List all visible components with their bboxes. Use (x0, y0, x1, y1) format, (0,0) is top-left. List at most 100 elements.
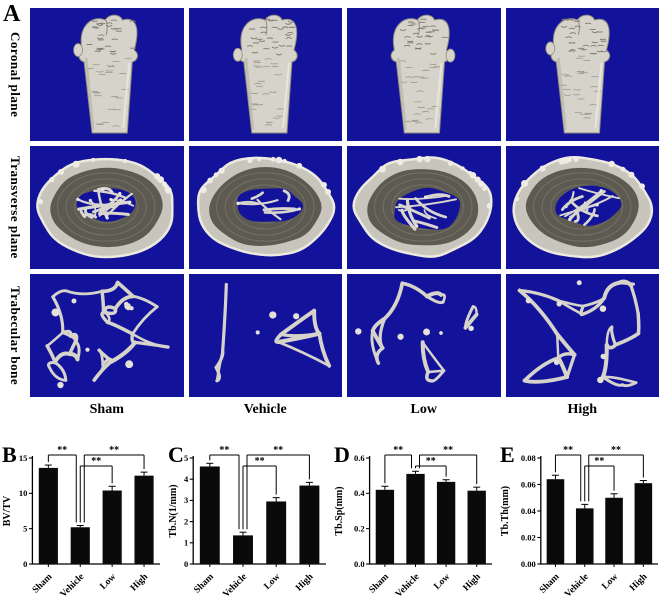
svg-text:0.00: 0.00 (521, 559, 536, 569)
bar-chart-tb-sp: 0.0 0.2 0.4 0.6 Sham Vehicle Low High ** ** ** Tb.S… (334, 445, 492, 600)
microct-vehicle-trabecular (188, 274, 342, 397)
svg-text:Sham: Sham (31, 572, 55, 596)
svg-text:**: ** (91, 456, 101, 467)
svg-text:**: ** (393, 445, 403, 456)
svg-text:**: ** (57, 445, 67, 456)
group-label-sham: Sham (89, 402, 124, 417)
panel-a-microct: A Coronal plane Transverse plane (0, 1, 664, 426)
svg-text:Vehicle: Vehicle (221, 572, 249, 600)
svg-text:1: 1 (184, 538, 188, 548)
trabecular-bone-row: Trabecular bone (0, 274, 664, 397)
panel-a-label: A (3, 1, 21, 27)
svg-text:**: ** (255, 456, 265, 467)
svg-text:**: ** (594, 456, 604, 467)
svg-text:Sham: Sham (368, 572, 392, 596)
svg-text:0.04: 0.04 (521, 506, 537, 516)
svg-text:0.06: 0.06 (521, 479, 536, 489)
row-label-coronal-plane: Coronal plane (8, 31, 23, 118)
bone-render-low-trabecular (355, 281, 479, 383)
svg-text:10: 10 (19, 488, 28, 498)
microct-high-trabecular (505, 274, 659, 397)
microct-high-coronal (505, 8, 659, 141)
panel-e-label: E (500, 442, 515, 467)
row-label-trabecular-bone: Trabecular bone (8, 285, 23, 386)
panel-d-chart-block: D 0.0 0.2 0.4 0.6 Sham Vehicle Low High ** ** ** Tb… (332, 440, 498, 604)
svg-text:0: 0 (184, 559, 188, 569)
svg-text:Low: Low (263, 572, 283, 592)
svg-text:Sham: Sham (192, 572, 216, 596)
bar-chart-tb-th: 0.00 0.02 0.04 0.06 0.08 Sham Vehicle Low High **… (500, 445, 658, 600)
bone-render-vehicle-transverse (196, 156, 335, 257)
svg-text:**: ** (563, 445, 573, 456)
svg-text:5: 5 (184, 453, 188, 463)
svg-text:3: 3 (184, 495, 188, 505)
svg-text:High: High (462, 572, 484, 594)
row-label-transverse-plane: Transverse plane (8, 156, 23, 259)
microct-sham-transverse (30, 146, 184, 269)
svg-text:Low: Low (99, 572, 119, 592)
bone-render-high-coronal (544, 14, 610, 134)
svg-text:BV/TV: BV/TV (2, 495, 13, 526)
panel-b-chart-block: B 0 5 10 15 Sham Vehicle Low High ** ** ** BV/TV (0, 440, 166, 604)
microct-high-transverse (505, 146, 659, 269)
svg-text:5: 5 (23, 523, 27, 533)
svg-text:Tb.Sp(mm): Tb.Sp(mm) (334, 486, 345, 535)
trabecular-row-label-col: Trabecular bone (0, 274, 30, 397)
charts-row: B 0 5 10 15 Sham Vehicle Low High ** ** ** BV/TV C … (0, 440, 664, 604)
bone-render-high-trabecular (517, 279, 640, 388)
bone-render-high-transverse (511, 155, 653, 259)
svg-text:High: High (129, 572, 151, 594)
panel-c-label: C (168, 442, 184, 467)
svg-text:Tb.Th(mm): Tb.Th(mm) (500, 486, 511, 536)
bone-render-sham-trabecular (45, 280, 170, 389)
bone-render-vehicle-trabecular (213, 282, 331, 383)
group-label-vehicle: Vehicle (243, 402, 287, 417)
bone-render-sham-transverse (36, 157, 174, 259)
svg-text:0.02: 0.02 (521, 532, 536, 542)
svg-text:0.2: 0.2 (354, 523, 365, 533)
svg-text:2: 2 (184, 516, 188, 526)
svg-text:4: 4 (184, 474, 189, 484)
svg-text:15: 15 (19, 453, 28, 463)
group-label-low: Low (410, 402, 437, 417)
bone-render-low-coronal (390, 14, 456, 134)
group-label-high: High (567, 402, 598, 417)
microct-vehicle-transverse (188, 146, 342, 269)
bone-render-sham-coronal (73, 14, 138, 134)
svg-text:Vehicle: Vehicle (563, 572, 591, 600)
svg-text:**: ** (443, 445, 453, 456)
microct-sham-trabecular (30, 274, 184, 397)
svg-text:Sham: Sham (538, 572, 562, 596)
transverse-row-label-col: Transverse plane (0, 146, 30, 269)
microct-low-trabecular (347, 274, 501, 397)
coronal-plane-row: Coronal plane (0, 8, 664, 141)
panel-b-label: B (2, 442, 17, 467)
svg-text:High: High (294, 572, 316, 594)
group-labels-row: Sham Vehicle Low High (0, 402, 664, 426)
svg-text:0: 0 (23, 559, 27, 569)
bone-render-low-transverse (352, 155, 493, 258)
microct-vehicle-coronal (188, 8, 342, 141)
svg-text:Tb.N(1/mm): Tb.N(1/mm) (168, 484, 179, 537)
transverse-plane-row: Transverse plane (0, 146, 664, 269)
svg-text:Vehicle: Vehicle (59, 572, 87, 600)
svg-text:0.0: 0.0 (354, 559, 365, 569)
panel-e-chart-block: E 0.00 0.02 0.04 0.06 0.08 Sham Vehicle Low High… (498, 440, 664, 604)
microct-low-transverse (347, 146, 501, 269)
panel-d-label: D (334, 442, 350, 467)
svg-text:**: ** (426, 456, 436, 467)
coronal-row-label-col: Coronal plane (0, 8, 30, 141)
svg-text:Vehicle: Vehicle (394, 572, 422, 600)
svg-text:**: ** (273, 445, 283, 456)
bar-chart-bv-tv: 0 5 10 15 Sham Vehicle Low High ** ** ** BV/TV (2, 445, 160, 600)
svg-text:**: ** (109, 445, 119, 456)
microct-low-coronal (347, 8, 501, 141)
svg-text:**: ** (611, 445, 621, 456)
bar-chart-tb-n: 0 1 2 3 4 5 Sham Vehicle Low High ** ** ** Tb.N(1/mm) (168, 445, 326, 600)
bone-render-vehicle-coronal (232, 14, 298, 134)
svg-text:Low: Low (432, 572, 452, 592)
svg-text:0.08: 0.08 (521, 453, 536, 463)
svg-text:Low: Low (600, 572, 620, 592)
svg-text:0.4: 0.4 (354, 488, 365, 498)
